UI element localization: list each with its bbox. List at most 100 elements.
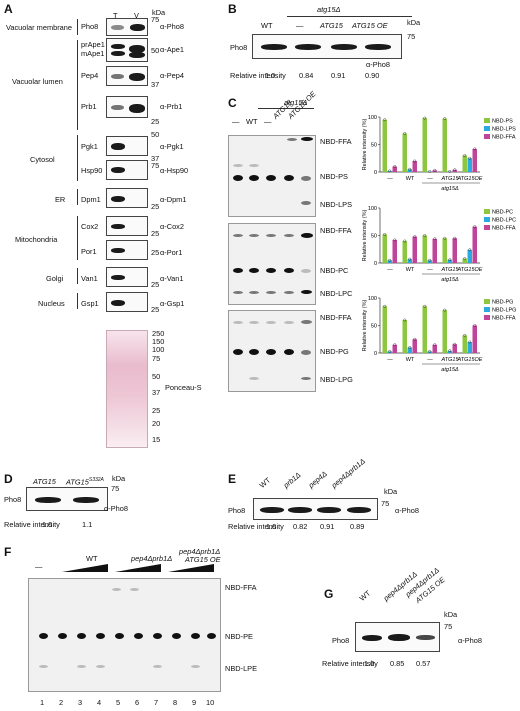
legend-swatch — [484, 315, 490, 320]
gel1-label: NBD-FFA — [320, 137, 352, 146]
marker-e: 75 — [381, 499, 390, 508]
antibody-d: α-Pho8 — [104, 504, 128, 513]
data-point — [443, 117, 447, 121]
panel-label-b: B — [228, 2, 237, 16]
legend-label: NBD-LPS — [492, 127, 516, 133]
rel-value: 0.89 — [350, 522, 365, 531]
legend-label: NBD-LPG — [492, 308, 516, 314]
rel-value: 0.82 — [293, 522, 308, 531]
ladder-mark: 25 — [152, 406, 161, 415]
bar — [392, 239, 397, 263]
bar — [467, 158, 472, 172]
protein-pgk1: Pgk1 — [81, 142, 98, 151]
data-point — [423, 116, 427, 120]
data-point — [473, 324, 477, 327]
bar — [402, 133, 407, 172]
rel-value: 1.1 — [82, 520, 93, 529]
data-point — [388, 349, 392, 353]
ladder-mark: 20 — [152, 419, 161, 428]
y-tick-label: 50 — [371, 324, 377, 330]
legend-swatch — [484, 209, 490, 214]
antibody-ape1: α-Ape1 — [160, 45, 184, 54]
bracket — [77, 189, 78, 205]
data-point — [468, 340, 472, 344]
group-vacuolar-lumen: Vacuolar lumen — [12, 77, 63, 86]
tlc-gel-pc — [228, 223, 316, 305]
group-label: atg15Δ — [441, 186, 459, 192]
data-point — [428, 170, 432, 173]
data-point — [428, 258, 432, 262]
genotype-c: atg15Δ — [284, 98, 308, 107]
rel-value: 0.85 — [390, 659, 405, 668]
group-mitochondria: Mitochondria — [15, 235, 58, 244]
bar — [412, 161, 417, 172]
bar — [392, 166, 397, 172]
antibody-e: α-Pho8 — [395, 506, 419, 515]
lane-num: 2 — [59, 698, 64, 707]
x-tick-label: ATG15 — [440, 267, 459, 273]
lane-g: WT — [357, 588, 373, 603]
x-tick-label: ATG15 — [440, 176, 459, 182]
panel-label-d: D — [4, 472, 13, 486]
data-point — [408, 257, 412, 261]
bar — [462, 155, 467, 172]
group-f-oe: ATG15 OE — [185, 555, 221, 564]
protein-dpm1: Dpm1 — [81, 195, 101, 204]
data-point — [448, 170, 452, 173]
blot-dpm1 — [106, 188, 148, 208]
blot-gsp1 — [106, 292, 148, 312]
bracket-line — [258, 108, 314, 109]
data-point — [468, 248, 472, 252]
y-tick-label: 100 — [368, 296, 377, 302]
x-tick-label: — — [387, 176, 393, 182]
y-tick-label: 0 — [374, 170, 377, 176]
data-point — [443, 236, 447, 240]
ladder-mark: 150 — [152, 337, 165, 346]
bar — [472, 325, 477, 353]
bar — [427, 171, 432, 172]
marker: 75 — [151, 15, 160, 24]
data-point — [453, 168, 457, 172]
ladder-mark: 37 — [152, 388, 161, 397]
data-point — [463, 154, 467, 157]
gel3-label: NBD-LPG — [320, 375, 353, 384]
f-label: NBD-FFA — [225, 583, 257, 592]
panel-label-f: F — [4, 545, 12, 559]
marker: 25 — [151, 117, 160, 126]
bar — [442, 238, 447, 263]
blot-por1 — [106, 240, 148, 260]
gel2-label: NBD-FFA — [320, 226, 352, 235]
legend-swatch — [484, 126, 490, 131]
data-point — [448, 258, 452, 262]
gel3-label: NBD-FFA — [320, 313, 352, 322]
antibody-b: α-Pho8 — [366, 60, 390, 69]
antibody-van1: α-Van1 — [160, 274, 184, 283]
y-tick-label: 0 — [374, 261, 377, 267]
bar — [422, 306, 427, 353]
lane-num: 10 — [206, 698, 215, 707]
x-tick-label: ATG15OE — [457, 176, 483, 182]
blot-ape1 — [106, 38, 148, 62]
ladder-mark: 50 — [152, 372, 161, 381]
bar — [442, 118, 447, 172]
bar — [407, 259, 412, 263]
panel-label-e: E — [228, 472, 237, 486]
marker: 25 — [151, 229, 160, 238]
genotype-atg15: atg15Δ — [317, 5, 341, 14]
antibody-dpm1: α-Dpm1 — [160, 195, 187, 204]
rel-intensity-label-d: Relative intensity — [4, 520, 60, 529]
marker: 25 — [151, 305, 160, 314]
legend-swatch — [484, 307, 490, 312]
rel-intensity-label-e: Relative intensity — [228, 522, 284, 531]
group-f: — — [35, 562, 43, 571]
x-tick-label: WT — [406, 176, 415, 182]
x-tick-label: WT — [406, 267, 415, 273]
bar — [472, 148, 477, 172]
data-point — [388, 169, 392, 173]
antibody-g: α-Pho8 — [458, 636, 482, 645]
rel-value: 0.84 — [299, 71, 314, 80]
bracket — [77, 216, 78, 260]
lane-atg15-d: ATG15 — [33, 477, 56, 486]
